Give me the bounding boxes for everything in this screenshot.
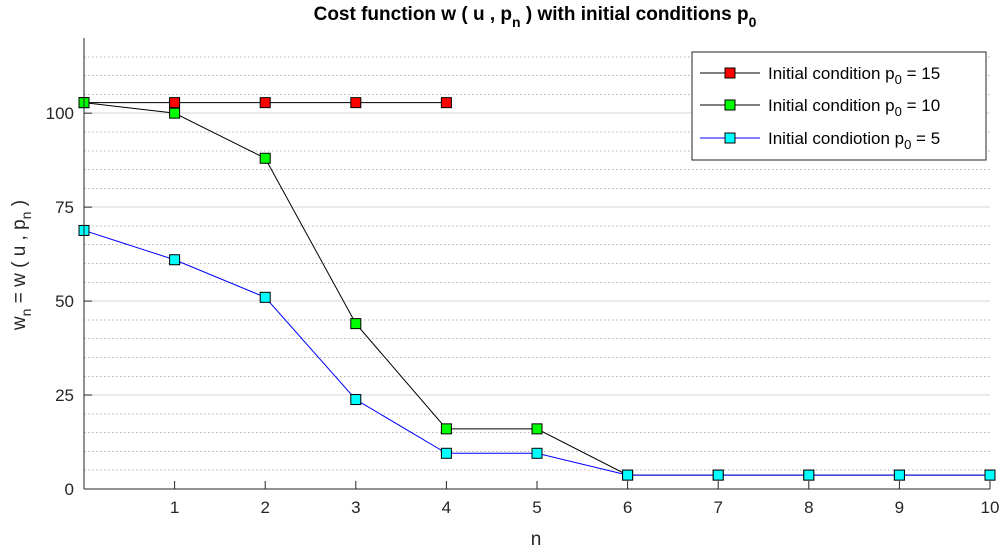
x-tick-label: 1 [170,498,179,517]
data-point [259,97,271,109]
y-tick-label: 25 [55,386,74,405]
legend-entry: Initial condition p0 = 10 [700,96,940,119]
data-point [259,152,271,164]
x-tick-label: 8 [804,498,813,517]
data-point [169,254,181,266]
y-tick-label: 0 [65,480,74,499]
legend-box [691,51,987,161]
data-point [531,447,543,459]
legend-label: Initial condiotion p0 = 5 [768,129,940,152]
y-tick-label: 50 [55,292,74,311]
data-point [440,423,452,435]
legend-entry: Initial condition p0 = 15 [700,64,940,87]
data-point [350,97,362,109]
x-tick-label: 10 [981,498,1000,517]
x-tick-label: 3 [351,498,360,517]
legend-entry: Initial condiotion p0 = 5 [700,129,940,152]
x-tick-label: 7 [713,498,722,517]
data-point [622,469,634,481]
x-axis-label: n [531,529,542,549]
data-point [440,447,452,459]
legend-marker [724,67,736,79]
y-axis-label: wn = w ( u , pn ) [9,200,34,331]
legend-marker [724,99,736,111]
legend-label: Initial condition p0 = 10 [768,96,940,119]
x-tick-label: 5 [532,498,541,517]
data-point [984,469,996,481]
legend: Initial condition p0 = 15 Initial condit… [691,51,987,161]
data-point [169,107,181,119]
data-point [350,318,362,330]
legend-marker [724,132,736,144]
x-tick-label: 2 [260,498,269,517]
legend-label: Initial condition p0 = 15 [768,64,940,87]
data-point [350,394,362,406]
x-tick-label: 9 [895,498,904,517]
data-point [803,469,815,481]
x-tick-label: 4 [442,498,451,517]
y-tick-label: 100 [46,104,74,123]
data-point [712,469,724,481]
data-point [259,291,271,303]
y-tick-label: 75 [55,198,74,217]
data-point [893,469,905,481]
data-point [169,97,181,109]
data-point [531,423,543,435]
chart-title: Cost function w ( u , pn ) with initial … [314,4,757,30]
axes [83,38,991,490]
data-point [440,97,452,109]
x-tick-label: 6 [623,498,632,517]
